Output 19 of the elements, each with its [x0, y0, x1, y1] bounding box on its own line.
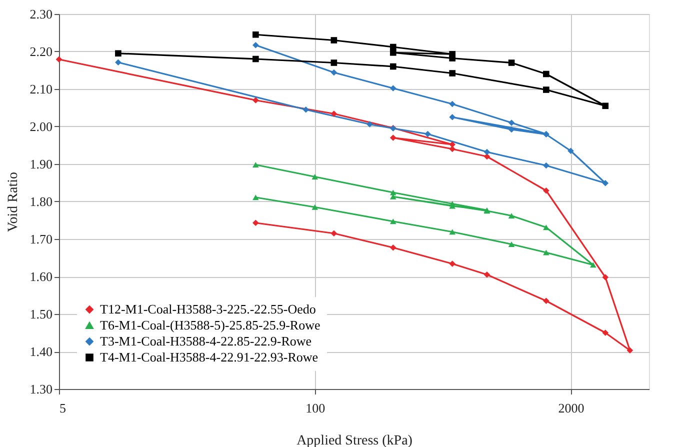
legend-label: T12-M1-Coal-H3588-3-225.-22.55-Oedo	[100, 302, 316, 316]
legend-label: T6-M1-Coal-(H3588-5)-25.85-25.9-Rowe	[100, 318, 320, 332]
y-tick-label: 1.50	[30, 306, 52, 322]
y-tick-label: 1.60	[30, 269, 52, 284]
y-tick-label: 1.30	[30, 382, 52, 396]
y-tick-label: 1.40	[30, 344, 52, 359]
y-axis-title: Void Ratio	[6, 172, 21, 232]
x-tick-label: 2000	[558, 400, 584, 416]
x-tick-label: 5	[60, 400, 66, 416]
legend-label: T3-M1-Coal-H3588-4-22.85-22.9-Rowe	[100, 334, 312, 348]
y-tick-label: 2.20	[30, 44, 52, 59]
y-tick-label: 2.10	[30, 82, 52, 96]
y-tick-label: 1.80	[30, 194, 52, 209]
y-tick-label: 1.90	[30, 156, 52, 172]
x-tick-label: 100	[306, 400, 326, 416]
y-tick-label: 1.70	[30, 232, 52, 246]
y-tick-label: 2.30	[30, 6, 52, 22]
legend-label: T4-M1-Coal-H3588-4-22.91-22.93-Rowe	[100, 350, 318, 364]
y-tick-label: 2.00	[30, 119, 52, 134]
